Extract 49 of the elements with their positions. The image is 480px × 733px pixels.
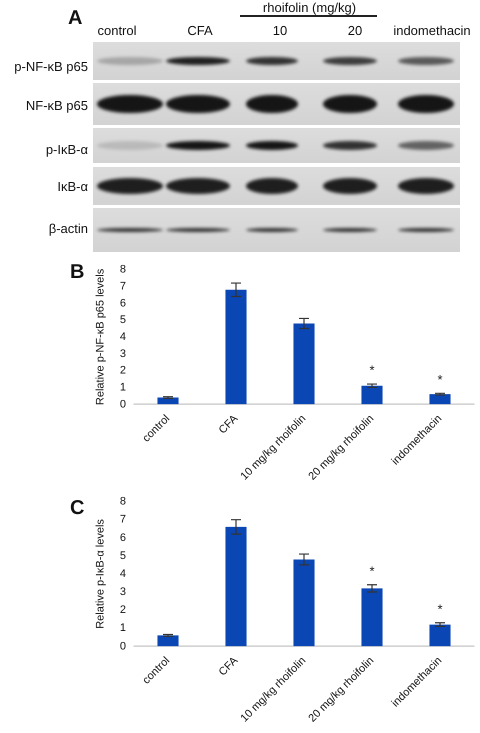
y-tick-label: 1 (120, 381, 126, 394)
annotation: * (437, 601, 443, 616)
x-tick-label: CFA (216, 654, 241, 678)
bar (225, 526, 247, 646)
text: A (68, 7, 82, 29)
annotation: * (437, 372, 443, 387)
category-label: β-actin (48, 221, 88, 236)
y-tick-label: 5 (120, 550, 126, 562)
annotation: * (369, 563, 375, 578)
y-tick-label: 2 (120, 364, 126, 377)
category-label: control (97, 23, 137, 38)
category-label: p-IκB-α (46, 142, 88, 157)
y-tick-label: 6 (120, 297, 126, 310)
y-tick-label: 0 (120, 398, 126, 410)
bar (225, 290, 247, 404)
y-tick-label: 3 (120, 586, 126, 598)
category-label: indomethacin (393, 23, 471, 38)
y-axis-title: Relative p-IκB-α levels (94, 518, 107, 629)
category-label: NF-κB p65 (26, 98, 88, 113)
annotation: * (369, 362, 375, 378)
bar (429, 624, 451, 646)
bar (157, 635, 179, 646)
y-tick-label: 0 (120, 640, 126, 652)
y-tick-label: 8 (120, 264, 126, 276)
y-tick-label: 4 (120, 330, 126, 343)
y-tick-label: 6 (120, 532, 126, 544)
y-tick-label: 5 (120, 314, 126, 326)
category-label: 10 (272, 23, 288, 38)
bar (293, 559, 315, 646)
y-tick-label: 4 (120, 568, 126, 580)
bar (429, 394, 451, 404)
bar (293, 323, 315, 404)
y-axis-title: Relative p-NF-κB p65 levels (94, 268, 107, 406)
chart-title: C (70, 497, 84, 519)
category-label: IκB-α (57, 179, 88, 194)
y-tick-label: 7 (120, 280, 126, 292)
chart-title: B (70, 261, 84, 283)
x-tick-label: CFA (216, 412, 241, 436)
category-label: CFA (187, 23, 213, 38)
y-tick-label: 8 (120, 496, 126, 508)
text: rhoifolin (mg/kg) (262, 0, 356, 15)
y-tick-label: 2 (120, 604, 126, 616)
bar (361, 386, 383, 404)
y-tick-label: 3 (120, 348, 126, 360)
y-tick-label: 7 (120, 514, 126, 526)
category-label: 20 (348, 23, 362, 38)
y-tick-label: 1 (120, 622, 126, 634)
category-label: p-NF-κB p65 (14, 59, 88, 74)
bar (361, 588, 383, 646)
